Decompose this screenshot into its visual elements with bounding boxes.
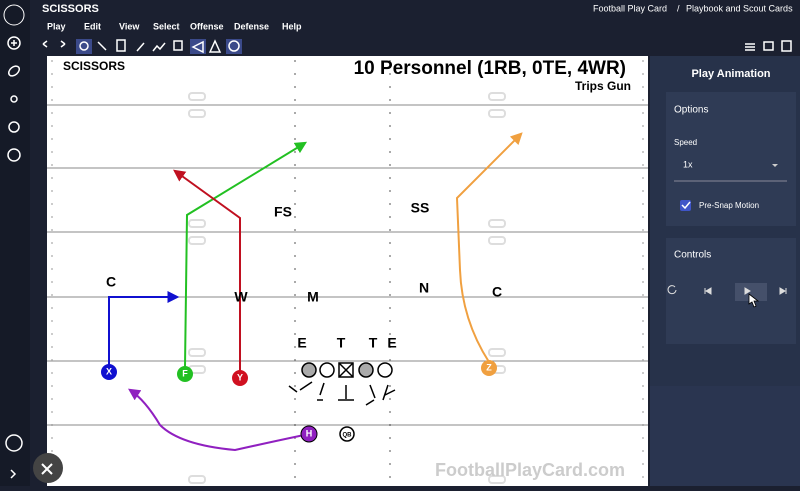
speed-value[interactable]: 1x	[683, 159, 693, 169]
defender[interactable]: E	[387, 335, 396, 351]
player-label: Y	[237, 372, 243, 382]
controls-heading: Controls	[674, 250, 711, 261]
player[interactable]	[300, 425, 318, 443]
defender[interactable]: SS	[411, 200, 430, 216]
sidebar	[0, 0, 30, 486]
playback-controls[interactable]	[667, 285, 787, 295]
personnel: 10 Personnel (1RB, 0TE, 4WR)	[354, 58, 626, 79]
menu-item[interactable]: Defense	[234, 21, 269, 31]
field-numbers	[188, 92, 506, 484]
breadcrumb-site[interactable]: Football Play Card	[593, 3, 667, 13]
menu-item[interactable]: Select	[153, 21, 180, 31]
menu-item[interactable]: Offense	[190, 21, 224, 31]
play-button-bg	[735, 283, 767, 301]
stadium	[650, 380, 800, 486]
pre-snap-label: Pre-Snap Motion	[699, 201, 759, 210]
defender[interactable]: T	[369, 335, 378, 351]
defender[interactable]: FS	[274, 204, 292, 220]
menu-item[interactable]: Play	[47, 21, 66, 31]
menu-item[interactable]: View	[119, 21, 140, 31]
controls-card	[666, 238, 796, 344]
defender[interactable]: W	[234, 289, 248, 305]
defender[interactable]: C	[492, 284, 502, 300]
player[interactable]	[177, 366, 193, 382]
checkbox[interactable]	[680, 200, 691, 211]
menu-item[interactable]: Help	[282, 21, 302, 31]
formation: Trips Gun	[575, 79, 631, 93]
defender[interactable]: M	[307, 289, 319, 305]
toolbar[interactable]	[42, 39, 792, 54]
yard-lines	[47, 60, 648, 486]
menu-item[interactable]: Edit	[84, 21, 101, 31]
defender[interactable]: T	[337, 335, 346, 351]
check	[681, 201, 691, 210]
app-title: SCISSORS	[42, 3, 99, 15]
offensive-line[interactable]	[288, 362, 396, 406]
logo[interactable]	[3, 4, 25, 26]
routes	[108, 132, 523, 452]
play-name: SCISSORS	[63, 59, 125, 73]
speed-label: Speed	[674, 138, 697, 147]
cursor	[748, 293, 760, 308]
player-label: Z	[486, 362, 492, 372]
sidebar-icons[interactable]	[5, 36, 23, 479]
player-label: QB	[343, 433, 353, 439]
field	[47, 56, 648, 486]
player[interactable]	[232, 370, 248, 386]
defender[interactable]: E	[297, 335, 306, 351]
watermark: FootballPlayCard.com	[435, 460, 625, 480]
tools-icon	[41, 463, 53, 475]
player-label: H	[306, 428, 313, 438]
defender[interactable]: C	[106, 274, 116, 290]
player-label: X	[106, 366, 112, 376]
breadcrumb-page[interactable]: Playbook and Scout Cards	[686, 3, 793, 13]
player[interactable]	[481, 360, 497, 376]
panel-title: Play Animation	[691, 68, 770, 80]
player-label: F	[182, 368, 188, 378]
player[interactable]	[339, 426, 355, 442]
breadcrumb-separator: /	[677, 3, 680, 13]
defender[interactable]: N	[419, 280, 429, 296]
dropdown-arrow	[772, 164, 778, 167]
options-heading: Options	[674, 105, 708, 116]
player[interactable]	[101, 364, 117, 380]
